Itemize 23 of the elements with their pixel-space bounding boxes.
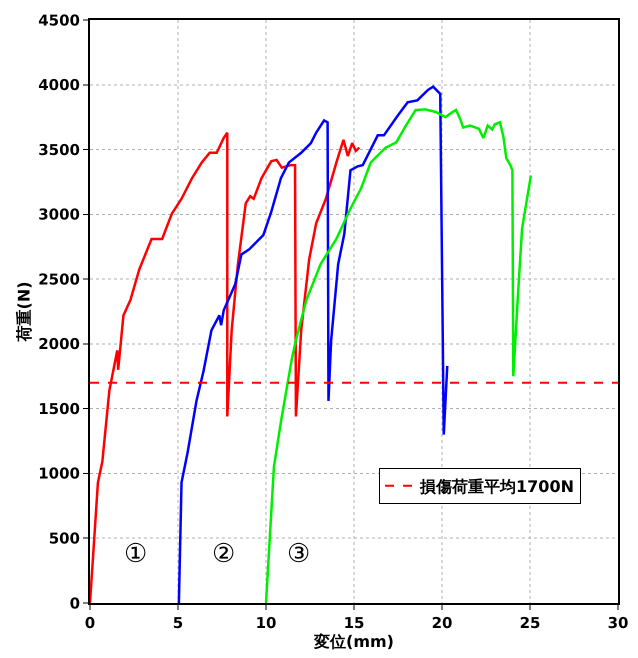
x-tick-label: 5 bbox=[172, 614, 184, 632]
y-tick-label: 0 bbox=[70, 594, 80, 612]
y-tick-label: 4500 bbox=[38, 11, 80, 30]
y-axis-title: 荷重(N) bbox=[14, 281, 34, 343]
y-tick-label: 3500 bbox=[38, 140, 80, 159]
y-tick-label: 1000 bbox=[38, 464, 80, 483]
y-tick-label: 4000 bbox=[38, 76, 80, 94]
x-tick-label: 20 bbox=[432, 614, 452, 632]
annotation: ② bbox=[212, 539, 236, 569]
x-tick-label: 30 bbox=[608, 614, 628, 632]
y-tick-label: 1500 bbox=[38, 400, 80, 418]
x-tick-label: 15 bbox=[344, 614, 364, 632]
x-tick-label: 0 bbox=[84, 614, 96, 632]
y-tick-label: 3000 bbox=[38, 206, 80, 224]
annotation: ① bbox=[124, 539, 148, 569]
annotation: ③ bbox=[287, 539, 310, 569]
x-tick-label: 25 bbox=[520, 614, 540, 632]
y-tick-label: 2500 bbox=[38, 270, 80, 288]
x-axis-title: 変位(mm) bbox=[313, 632, 394, 651]
y-tick-label: 500 bbox=[48, 529, 80, 548]
x-tick-label: 10 bbox=[256, 614, 276, 632]
legend-label: 損傷荷重平均1700N bbox=[419, 477, 574, 496]
y-tick-label: 2000 bbox=[38, 335, 80, 354]
